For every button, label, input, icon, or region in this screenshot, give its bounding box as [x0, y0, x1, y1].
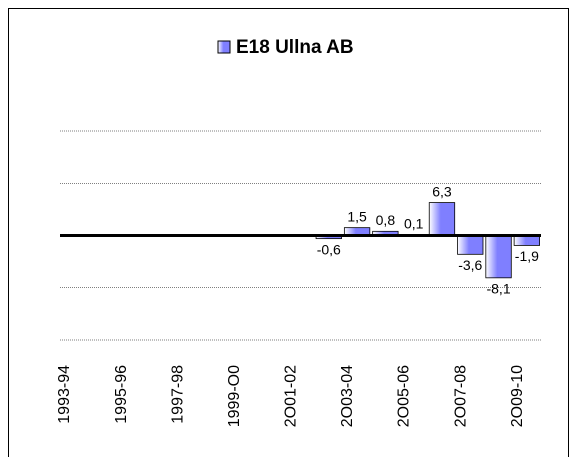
x-tick-label: 2O07-08	[452, 365, 469, 427]
data-label: -0,6	[317, 241, 341, 257]
bar	[428, 202, 456, 236]
chart-border	[8, 8, 569, 457]
x-tick-label: 1997-98	[169, 365, 186, 424]
data-label: 0,1	[404, 216, 424, 232]
x-tick-label: 2O01-02	[283, 365, 300, 427]
x-tick-label: 1995-96	[113, 365, 130, 424]
bar	[457, 235, 484, 255]
data-label: -8,1	[486, 281, 510, 297]
x-tick-label: 1993-94	[56, 365, 73, 424]
data-label: 0,8	[376, 212, 396, 228]
data-label: -3,6	[458, 257, 482, 273]
data-label: 1,5	[347, 208, 367, 224]
legend-swatch	[217, 40, 231, 54]
x-tick-label: 2O09-10	[509, 365, 526, 427]
x-tick-label: 1999-O0	[226, 365, 243, 427]
x-tick-label: 2O03-04	[339, 365, 356, 427]
data-label: 6,3	[432, 183, 452, 199]
bar	[485, 235, 512, 279]
data-label: -1,9	[515, 248, 539, 264]
legend-label: E18 Ullna AB	[236, 37, 354, 58]
x-tick-label: 2O05-06	[396, 365, 413, 427]
